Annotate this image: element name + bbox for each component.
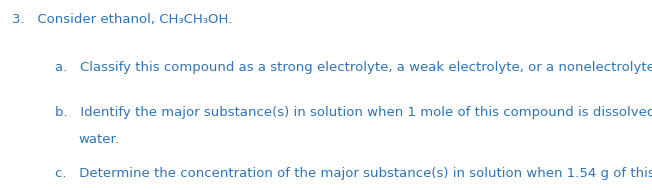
Text: water.: water. — [79, 133, 120, 146]
Text: a.   Classify this compound as a strong electrolyte, a weak electrolyte, or a no: a. Classify this compound as a strong el… — [55, 61, 652, 74]
Text: b.   Identify the major substance(s) in solution when 1 mole of this compound is: b. Identify the major substance(s) in so… — [55, 106, 652, 119]
Text: c.   Determine the concentration of the major substance(s) in solution when 1.54: c. Determine the concentration of the ma… — [55, 167, 652, 180]
Text: 3.   Consider ethanol, CH₃CH₃OH.: 3. Consider ethanol, CH₃CH₃OH. — [12, 13, 232, 26]
